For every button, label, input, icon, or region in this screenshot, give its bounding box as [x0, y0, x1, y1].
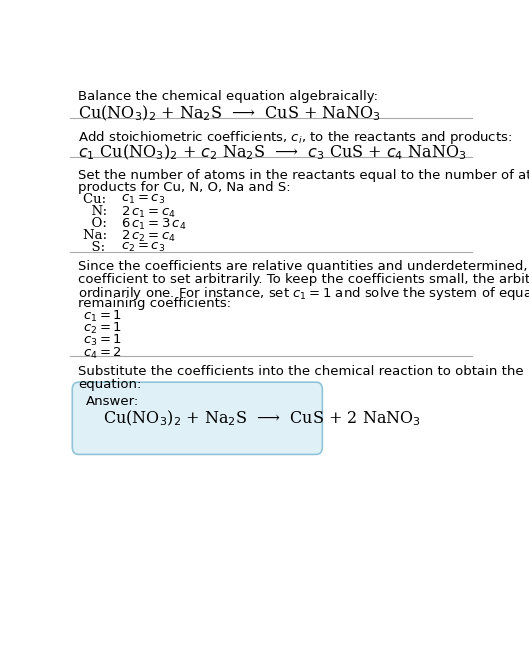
Text: O:: O: [83, 217, 111, 230]
Text: Add stoichiometric coefficients, $c_i$, to the reactants and products:: Add stoichiometric coefficients, $c_i$, … [78, 129, 513, 146]
Text: $c_1 = 1$: $c_1 = 1$ [83, 309, 122, 324]
Text: Since the coefficients are relative quantities and underdetermined, choose a: Since the coefficients are relative quan… [78, 260, 529, 273]
FancyBboxPatch shape [72, 382, 322, 454]
Text: Na:: Na: [83, 229, 111, 242]
Text: remaining coefficients:: remaining coefficients: [78, 297, 232, 311]
Text: Balance the chemical equation algebraically:: Balance the chemical equation algebraica… [78, 90, 378, 103]
Text: Answer:: Answer: [86, 395, 139, 408]
Text: Cu(NO$_3$)$_2$ + Na$_2$S  ⟶  CuS + 2 NaNO$_3$: Cu(NO$_3$)$_2$ + Na$_2$S ⟶ CuS + 2 NaNO$… [103, 409, 421, 428]
Text: $2\,c_1 = c_4$: $2\,c_1 = c_4$ [122, 205, 177, 220]
Text: S:: S: [83, 241, 109, 254]
Text: Substitute the coefficients into the chemical reaction to obtain the balanced: Substitute the coefficients into the che… [78, 366, 529, 378]
Text: Cu:: Cu: [83, 193, 110, 206]
Text: ordinarily one. For instance, set $c_1 = 1$ and solve the system of equations fo: ordinarily one. For instance, set $c_1 =… [78, 285, 529, 302]
Text: $c_1 = c_3$: $c_1 = c_3$ [122, 193, 166, 206]
Text: equation:: equation: [78, 378, 142, 391]
Text: $c_1$ Cu(NO$_3$)$_2$ + $c_2$ Na$_2$S  ⟶  $c_3$ CuS + $c_4$ NaNO$_3$: $c_1$ Cu(NO$_3$)$_2$ + $c_2$ Na$_2$S ⟶ $… [78, 143, 467, 162]
Text: coefficient to set arbitrarily. To keep the coefficients small, the arbitrary va: coefficient to set arbitrarily. To keep … [78, 272, 529, 285]
Text: products for Cu, N, O, Na and S:: products for Cu, N, O, Na and S: [78, 181, 291, 194]
Text: $c_3 = 1$: $c_3 = 1$ [83, 333, 122, 349]
Text: $6\,c_1 = 3\,c_4$: $6\,c_1 = 3\,c_4$ [122, 217, 187, 232]
Text: Set the number of atoms in the reactants equal to the number of atoms in the: Set the number of atoms in the reactants… [78, 169, 529, 182]
Text: $c_2 = 1$: $c_2 = 1$ [83, 322, 122, 336]
Text: $c_2 = c_3$: $c_2 = c_3$ [122, 241, 166, 254]
Text: Cu(NO$_3$)$_2$ + Na$_2$S  ⟶  CuS + NaNO$_3$: Cu(NO$_3$)$_2$ + Na$_2$S ⟶ CuS + NaNO$_3… [78, 104, 381, 124]
Text: $2\,c_2 = c_4$: $2\,c_2 = c_4$ [122, 229, 177, 244]
Text: $c_4 = 2$: $c_4 = 2$ [83, 345, 122, 360]
Text: N:: N: [83, 205, 111, 218]
